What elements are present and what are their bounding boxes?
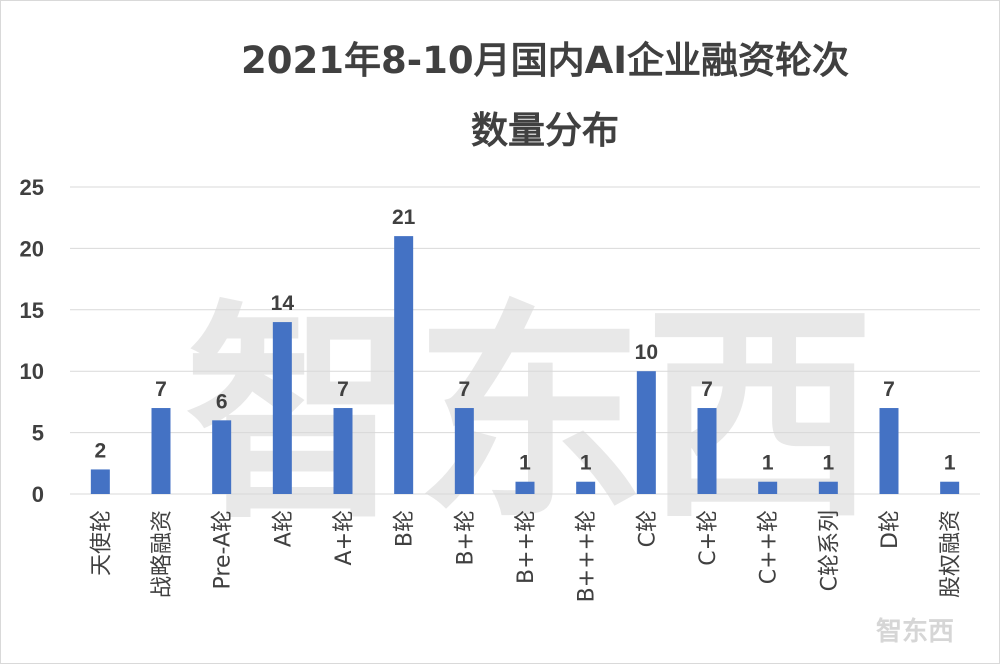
x-tick-label: A+轮 [332,510,357,565]
watermark-logo: 智东西 [185,283,875,550]
data-label: 7 [337,378,349,401]
chart-title-line-1: 2021年8-10月国内AI企业融资轮次 [241,39,849,82]
bar [454,408,474,494]
data-label: 6 [216,390,228,413]
x-tick-label: 股权融资 [939,510,964,598]
data-label: 1 [580,452,592,475]
bar [940,481,960,494]
data-label: 21 [392,206,416,229]
data-label: 10 [635,341,658,364]
bar [818,481,838,494]
data-label: 1 [519,452,531,475]
x-tick-label: 战略融资 [150,510,175,598]
data-label: 14 [271,292,295,315]
x-tick-label: A轮 [271,510,296,547]
y-tick-label: 0 [32,482,44,507]
data-label: 1 [944,452,956,475]
data-label: 7 [701,378,713,401]
y-tick-label: 20 [20,236,44,261]
x-tick-label: B++轮 [514,510,539,584]
bar [90,469,110,494]
bar [515,481,535,494]
data-label: 7 [883,378,895,401]
bar [212,420,232,494]
x-tick-label: Pre-A轮 [211,510,236,589]
x-tick-label: B+++轮 [575,510,600,602]
data-label: 7 [155,378,167,401]
x-tick-label: D轮 [878,510,903,549]
bar [333,408,353,494]
bar [272,322,292,494]
bar [636,371,656,494]
data-label: 2 [94,439,106,462]
data-label: 7 [458,378,470,401]
x-tick-label: C+轮 [696,510,721,566]
x-tick-label: C轮系列 [817,510,842,591]
x-tick-label: B轮 [393,510,418,547]
bar [697,408,717,494]
bar [151,408,171,494]
bar [394,236,414,494]
x-tick-label: B+轮 [453,510,478,566]
chart-title-line-2: 数量分布 [471,109,619,152]
bar [879,408,899,494]
x-tick-label: 天使轮 [89,510,114,576]
bar [758,481,778,494]
y-tick-label: 5 [32,421,44,446]
x-tick-label: C轮 [635,510,660,547]
y-tick-label: 15 [20,298,44,323]
x-tick-label: C++轮 [757,510,782,584]
corner-watermark-logo: 智东西 [876,616,954,647]
y-tick-label: 25 [20,175,44,200]
data-label: 1 [762,452,774,475]
data-label: 1 [822,452,834,475]
bar [576,481,596,494]
y-tick-label: 10 [20,359,44,384]
